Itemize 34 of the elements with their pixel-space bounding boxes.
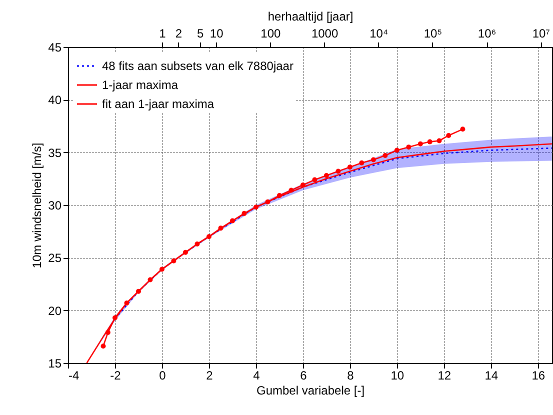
legend-label: 48 fits aan subsets van elk 7880jaar xyxy=(102,59,294,73)
legend-label: fit aan 1-jaar maxima xyxy=(102,97,214,111)
x-tick-label: 10 xyxy=(390,368,404,382)
x2-tick-label: 10⁶ xyxy=(478,26,496,40)
y-tick-label: 25 xyxy=(48,251,62,266)
x2-tick-label: 2 xyxy=(175,26,182,40)
y-tick-label: 40 xyxy=(48,93,62,108)
y-tick-label: 35 xyxy=(48,146,62,160)
y-tick-label: 20 xyxy=(48,304,62,318)
x-tick-label: 6 xyxy=(300,368,308,382)
y-tick-label: 30 xyxy=(48,198,62,212)
x-tick-label: 4 xyxy=(253,368,260,382)
x2-tick-label: 10⁷ xyxy=(532,26,550,40)
y-tick-label: 45 xyxy=(48,40,62,54)
legend-label: 1-jaar maxima xyxy=(102,78,178,92)
x-tick-label: 14 xyxy=(484,368,498,382)
x2-tick-label: 5 xyxy=(196,26,204,40)
x-tick-label: 0 xyxy=(159,368,166,382)
x2-tick-label: 1 xyxy=(159,26,166,40)
y-axis-title: 10m windsnelheid [m/s] xyxy=(30,142,44,268)
x-tick-label: 2 xyxy=(206,368,214,382)
x-tick-label: -2 xyxy=(110,368,122,382)
y-tick-label: 15 xyxy=(48,356,62,370)
x2-tick-label: 1000 xyxy=(311,26,338,40)
x2-tick-label: 10⁵ xyxy=(424,26,442,40)
x-tick-label: 8 xyxy=(347,368,354,382)
x-tick-label: -4 xyxy=(68,368,80,382)
x2-axis-title: herhaaltijd [jaar] xyxy=(268,10,354,24)
x-tick-label: 12 xyxy=(438,368,452,382)
x-tick-label: 16 xyxy=(532,368,546,382)
x-axis-title: Gumbel variabele [-] xyxy=(256,384,365,398)
x2-tick-label: 10⁴ xyxy=(370,26,388,40)
x2-tick-label: 100 xyxy=(260,26,282,40)
x2-tick-label: 10 xyxy=(210,26,224,40)
